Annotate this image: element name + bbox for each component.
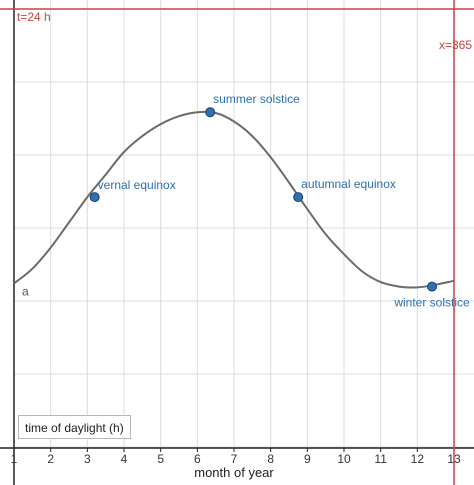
x-tick-label: 3: [84, 452, 91, 466]
x-tick-label: 10: [337, 452, 351, 466]
x-tick-label: 4: [121, 452, 128, 466]
x-axis-title: month of year: [194, 465, 274, 480]
point-marker: [90, 193, 99, 202]
reference-label-horizontal: t=24 h: [17, 10, 51, 24]
point-marker: [428, 282, 437, 291]
x-tick-label: 9: [304, 452, 311, 466]
x-tick-label: 7: [231, 452, 238, 466]
point-label: summer solstice: [213, 92, 300, 106]
point-marker: [294, 193, 303, 202]
grid: [14, 0, 474, 448]
data-points: vernal equinox summer solstice autumnal eq…: [90, 92, 470, 309]
legend-box: time of daylight (h): [18, 415, 131, 439]
curve-label: a: [22, 284, 29, 298]
point-label: autumnal equinox: [301, 177, 396, 191]
x-tick-label: 5: [157, 452, 164, 466]
x-tick-label: 2: [47, 452, 54, 466]
point-label: winter solstice: [393, 296, 470, 310]
x-tick-label: 11: [374, 452, 387, 466]
point-marker: [206, 108, 215, 117]
reference-label-vertical: x=365: [439, 38, 472, 52]
x-tick-label: 1: [11, 452, 18, 466]
x-tick-label: 6: [194, 452, 201, 466]
x-tick-label: 12: [411, 452, 425, 466]
point-label: vernal equinox: [98, 178, 176, 192]
x-tick-label: 8: [267, 452, 274, 466]
